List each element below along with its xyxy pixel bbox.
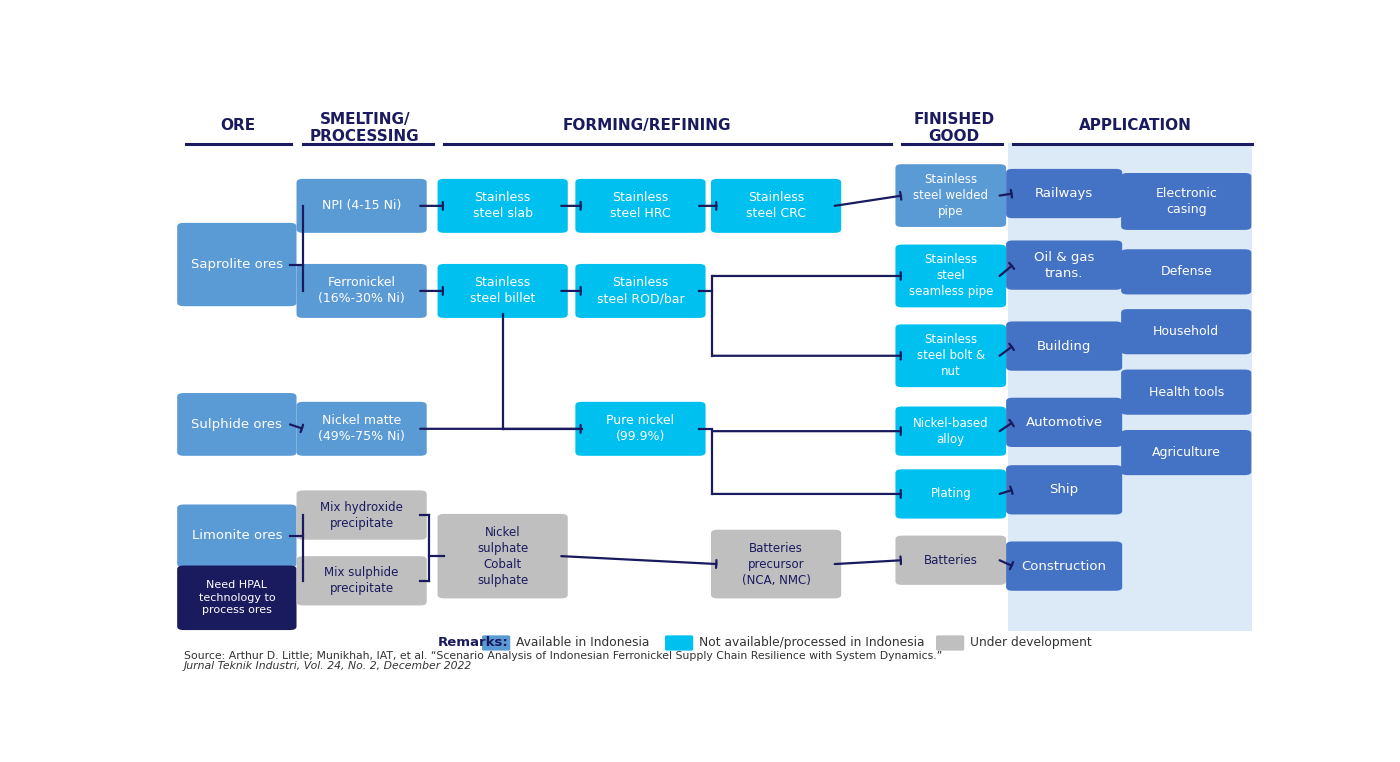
FancyBboxPatch shape [1007, 542, 1123, 591]
Text: Nickel-based
alloy: Nickel-based alloy [913, 417, 988, 446]
FancyBboxPatch shape [1121, 173, 1252, 230]
Text: Nickel
sulphate
Cobalt
sulphate: Nickel sulphate Cobalt sulphate [477, 526, 528, 587]
FancyBboxPatch shape [896, 164, 1007, 227]
Text: Railways: Railways [1035, 187, 1093, 200]
Text: SMELTING/
PROCESSING: SMELTING/ PROCESSING [309, 112, 420, 144]
Text: Health tools: Health tools [1148, 386, 1224, 399]
Text: Remarks:: Remarks: [438, 636, 508, 649]
FancyBboxPatch shape [1007, 169, 1123, 218]
Text: Stainless
steel ROD/bar: Stainless steel ROD/bar [596, 277, 685, 306]
Text: ORE: ORE [220, 118, 255, 133]
FancyBboxPatch shape [1007, 398, 1123, 447]
Text: Stainless
steel bolt &
nut: Stainless steel bolt & nut [917, 333, 984, 378]
Text: Stainless
steel CRC: Stainless steel CRC [746, 191, 806, 220]
FancyBboxPatch shape [896, 536, 1007, 585]
FancyBboxPatch shape [438, 514, 568, 598]
Text: Defense: Defense [1161, 265, 1212, 278]
FancyBboxPatch shape [438, 179, 568, 233]
FancyBboxPatch shape [178, 393, 297, 456]
FancyBboxPatch shape [178, 565, 297, 630]
FancyBboxPatch shape [711, 179, 841, 233]
FancyBboxPatch shape [438, 264, 568, 318]
Text: Mix sulphide
precipitate: Mix sulphide precipitate [325, 566, 399, 595]
FancyBboxPatch shape [1007, 241, 1123, 290]
FancyBboxPatch shape [665, 636, 693, 651]
Text: Ship: Ship [1050, 483, 1079, 496]
FancyBboxPatch shape [297, 179, 427, 233]
FancyBboxPatch shape [1121, 309, 1252, 354]
Text: Oil & gas
trans.: Oil & gas trans. [1035, 251, 1095, 280]
Text: Electronic
casing: Electronic casing [1155, 187, 1217, 216]
FancyBboxPatch shape [178, 504, 297, 567]
Text: Household: Household [1154, 325, 1219, 338]
Text: Construction: Construction [1022, 559, 1106, 572]
Text: Saprolite ores: Saprolite ores [190, 258, 283, 271]
FancyBboxPatch shape [896, 325, 1007, 387]
FancyBboxPatch shape [297, 491, 427, 539]
Text: Stainless
steel slab: Stainless steel slab [473, 191, 532, 220]
Text: Stainless
steel billet: Stainless steel billet [470, 277, 535, 306]
Text: Not available/processed in Indonesia: Not available/processed in Indonesia [699, 636, 924, 649]
Text: Building: Building [1037, 340, 1092, 353]
FancyBboxPatch shape [1121, 249, 1252, 294]
FancyBboxPatch shape [297, 556, 427, 606]
FancyBboxPatch shape [575, 402, 706, 456]
FancyBboxPatch shape [297, 264, 427, 318]
FancyBboxPatch shape [711, 530, 841, 598]
Text: Nickel matte
(49%-75% Ni): Nickel matte (49%-75% Ni) [318, 415, 405, 443]
Text: Stainless
steel HRC: Stainless steel HRC [610, 191, 671, 220]
FancyBboxPatch shape [178, 223, 297, 306]
FancyBboxPatch shape [1007, 322, 1123, 371]
FancyBboxPatch shape [1121, 370, 1252, 415]
Text: Available in Indonesia: Available in Indonesia [515, 636, 650, 649]
FancyBboxPatch shape [1121, 430, 1252, 475]
FancyBboxPatch shape [297, 402, 427, 456]
Text: Need HPAL
technology to
process ores: Need HPAL technology to process ores [199, 581, 276, 615]
Text: Mix hydroxide
precipitate: Mix hydroxide precipitate [321, 501, 403, 530]
Text: Stainless
steel welded
pipe: Stainless steel welded pipe [913, 173, 988, 218]
Text: Automotive: Automotive [1026, 416, 1103, 429]
Text: Under development: Under development [970, 636, 1092, 649]
Text: Sulphide ores: Sulphide ores [192, 418, 283, 431]
Text: Jurnal Teknik Industri, Vol. 24, No. 2, December 2022: Jurnal Teknik Industri, Vol. 24, No. 2, … [183, 661, 472, 671]
FancyBboxPatch shape [482, 636, 510, 651]
FancyBboxPatch shape [896, 469, 1007, 519]
Text: Plating: Plating [931, 488, 972, 501]
FancyBboxPatch shape [896, 406, 1007, 456]
Text: FORMING/REFINING: FORMING/REFINING [563, 118, 731, 133]
Text: APPLICATION: APPLICATION [1079, 118, 1191, 133]
Text: FINISHED
GOOD: FINISHED GOOD [913, 112, 994, 144]
Text: Ferronickel
(16%-30% Ni): Ferronickel (16%-30% Ni) [318, 277, 405, 306]
Text: Limonite ores: Limonite ores [192, 530, 281, 543]
Text: Batteries
precursor
(NCA, NMC): Batteries precursor (NCA, NMC) [742, 542, 811, 587]
FancyBboxPatch shape [575, 179, 706, 233]
FancyBboxPatch shape [1007, 465, 1123, 514]
Text: Stainless
steel
seamless pipe: Stainless steel seamless pipe [909, 254, 993, 299]
FancyBboxPatch shape [896, 245, 1007, 307]
Text: Agriculture: Agriculture [1152, 446, 1221, 459]
Text: NPI (4-15 Ni): NPI (4-15 Ni) [322, 200, 402, 213]
FancyBboxPatch shape [937, 636, 965, 651]
FancyBboxPatch shape [575, 264, 706, 318]
Text: Pure nickel
(99.9%): Pure nickel (99.9%) [606, 415, 675, 443]
Text: Batteries: Batteries [924, 554, 977, 567]
FancyBboxPatch shape [1008, 143, 1253, 631]
Text: Source: Arthur D. Little; Munikhah, IAT, et al. “Scenario Analysis of Indonesian: Source: Arthur D. Little; Munikhah, IAT,… [183, 651, 942, 661]
